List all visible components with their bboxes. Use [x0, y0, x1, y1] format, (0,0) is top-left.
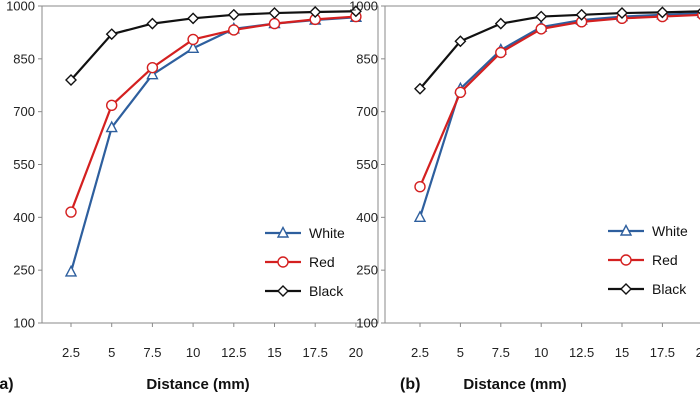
circle-marker — [277, 256, 289, 268]
panel-label: (a) — [0, 376, 14, 393]
plot-frame — [41, 5, 379, 324]
diamond-marker — [277, 285, 289, 297]
triangle-marker — [413, 210, 427, 223]
diamond-marker — [696, 8, 700, 15]
series-line-red — [418, 13, 700, 188]
x-tick-label: 20 — [696, 345, 700, 360]
diamond-marker — [414, 82, 426, 95]
x-tick-label: 17.5 — [303, 345, 328, 360]
legend-label: Red — [309, 254, 335, 270]
y-tick-label: 100 — [356, 316, 378, 331]
triangle-marker — [186, 41, 200, 53]
diamond-marker — [575, 8, 588, 21]
y-tick-label: 250 — [13, 263, 35, 278]
x-tick-label: 5 — [108, 345, 115, 360]
legend-label: Black — [652, 281, 687, 297]
diamond-marker — [349, 5, 362, 18]
diamond-marker — [187, 12, 200, 25]
legend: White Red Black — [265, 225, 345, 299]
x-axis-title: Distance (mm) — [463, 376, 566, 393]
circle-marker — [268, 17, 281, 30]
diamond-marker — [656, 6, 669, 19]
y-tick-label: 250 — [356, 263, 378, 278]
triangle-marker — [276, 225, 290, 238]
circle-marker — [454, 86, 467, 98]
circle-marker — [228, 24, 240, 36]
series-red — [414, 9, 700, 193]
diamond-marker — [616, 7, 628, 20]
x-tick-label: 2.5 — [62, 345, 80, 360]
series-line-black — [419, 10, 700, 90]
diamond-marker — [494, 17, 507, 30]
legend-item-black: Black — [608, 281, 687, 297]
circle-marker — [105, 99, 118, 112]
circle-marker — [65, 206, 77, 218]
triangle-marker — [64, 264, 78, 277]
diamond-marker — [268, 7, 281, 20]
x-tick-label: 12.5 — [221, 345, 246, 360]
legend: White Red Black — [608, 223, 688, 297]
diamond-marker — [105, 28, 118, 41]
x-tick-label: 10 — [186, 345, 200, 360]
x-tick-label: 7.5 — [143, 345, 161, 360]
triangle-marker — [146, 67, 159, 80]
x-tick-label: 17.5 — [650, 345, 675, 360]
x-tick-label: 2.5 — [411, 345, 429, 360]
diamond-marker — [65, 73, 77, 86]
y-tick-label: 850 — [13, 51, 35, 66]
diamond-marker — [620, 283, 632, 295]
circle-marker — [620, 254, 632, 266]
y-tick-label: 550 — [356, 157, 378, 172]
circle-marker — [495, 46, 507, 59]
diamond-marker — [535, 10, 548, 23]
y-tick-label: 700 — [356, 104, 378, 119]
x-axis-title: Distance (mm) — [146, 376, 249, 393]
y-tick-label: 550 — [13, 157, 35, 172]
legend-item-white: White — [265, 225, 345, 241]
series-line-white — [418, 12, 700, 218]
y-tick-label: 400 — [13, 210, 35, 225]
series-black — [65, 5, 362, 86]
circle-marker — [414, 180, 426, 193]
diamond-marker — [309, 5, 322, 18]
legend-item-red: Red — [265, 254, 335, 270]
triangle-marker — [105, 120, 118, 133]
legend-item-red: Red — [608, 252, 678, 268]
diamond-marker — [454, 35, 467, 48]
chart-panel-a: 100 250 400 550 700 850 1000 2.5 5 7.5 10 12.5 15 17.… — [0, 0, 379, 393]
chart-panel-b: 100 250 400 550 700 850 1000 2.5 5 7.5 10 12.5 15 17.… — [349, 0, 700, 393]
legend-label: White — [309, 225, 345, 241]
y-tick-label: 100 — [13, 316, 35, 331]
circle-marker — [535, 23, 547, 35]
series-red — [65, 10, 362, 218]
circle-marker — [146, 61, 159, 74]
plot-frame — [384, 5, 700, 324]
y-tick-label: 700 — [13, 104, 35, 119]
series-black — [414, 6, 700, 95]
x-tick-label: 12.5 — [569, 345, 594, 360]
y-tick-label: 400 — [356, 210, 378, 225]
series-line-red — [69, 15, 356, 213]
panel-label: (b) — [400, 376, 420, 393]
x-tick-label: 15 — [267, 345, 281, 360]
y-tick-label: 850 — [356, 51, 378, 66]
series-line-black — [70, 10, 356, 81]
x-tick-label: 15 — [615, 345, 629, 360]
legend-label: White — [652, 223, 688, 239]
x-tick-label: 20 — [349, 345, 363, 360]
x-tick-label: 5 — [457, 345, 464, 360]
y-tick-label: 1000 — [349, 0, 378, 14]
diamond-marker — [146, 17, 159, 30]
x-tick-label: 10 — [534, 345, 548, 360]
triangle-marker — [619, 223, 633, 236]
diamond-marker — [227, 8, 240, 21]
legend-label: Black — [309, 283, 344, 299]
legend-item-white: White — [608, 223, 688, 239]
legend-label: Red — [652, 252, 678, 268]
legend-item-black: Black — [265, 283, 344, 299]
y-tick-label: 1000 — [6, 0, 35, 14]
circle-marker — [187, 33, 199, 46]
x-tick-label: 7.5 — [492, 345, 510, 360]
